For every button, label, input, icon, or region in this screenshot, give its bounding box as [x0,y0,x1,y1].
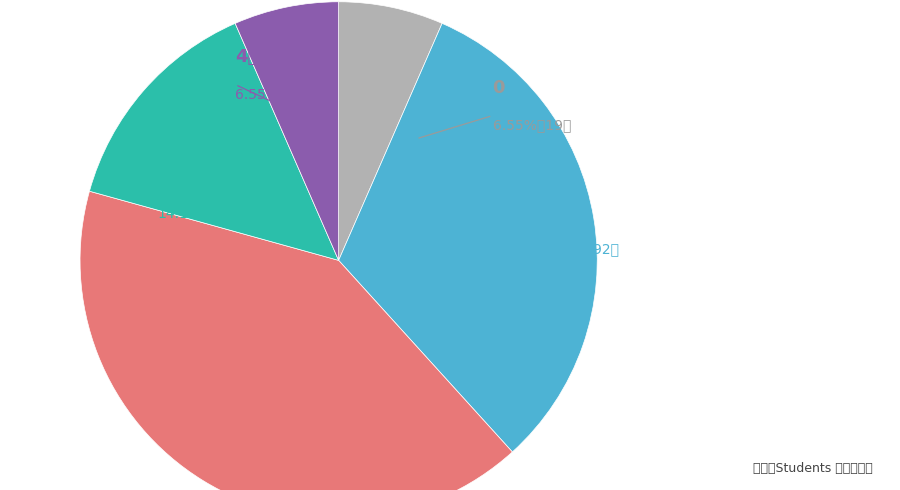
Text: 1つ: 1つ [533,203,556,221]
Wedge shape [89,24,338,260]
Wedge shape [338,24,598,452]
Wedge shape [338,2,442,260]
Text: 6.55%（19）: 6.55%（19） [235,87,313,101]
Text: 6.55%（19）: 6.55%（19） [492,118,571,132]
Text: 2つ: 2つ [178,333,202,351]
Text: 出典：Students 編集部調べ: 出典：Students 編集部調べ [753,462,873,475]
Text: 4つ以上: 4つ以上 [235,49,280,67]
Wedge shape [80,191,512,490]
Text: 14.14%（41）: 14.14%（41） [158,206,245,220]
Text: 0: 0 [492,79,505,98]
Text: 3つ: 3つ [158,168,181,185]
Text: 31.72%（92）: 31.72%（92） [533,242,619,256]
Text: 41.03%（119）: 41.03%（119） [178,371,274,386]
Wedge shape [235,2,338,260]
